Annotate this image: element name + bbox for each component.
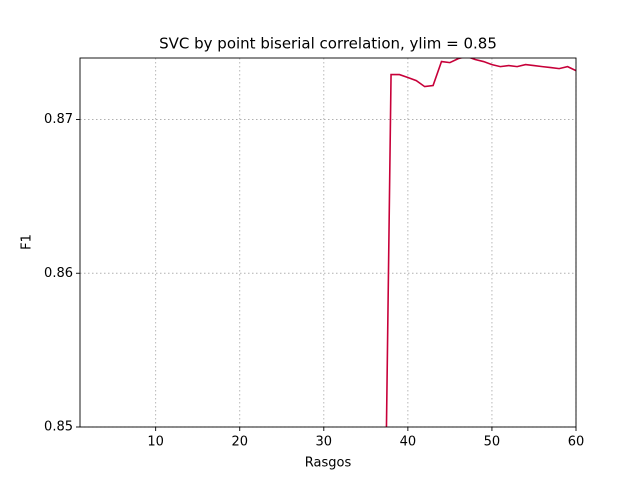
x-tick-label: 10 xyxy=(147,435,164,450)
x-tick-label: 60 xyxy=(568,435,585,450)
x-tick-label: 40 xyxy=(400,435,417,450)
y-tick-label: 0.85 xyxy=(44,420,73,435)
axes-frame xyxy=(79,57,577,428)
x-tick-label: 30 xyxy=(316,435,333,450)
plot-area xyxy=(385,58,576,427)
line-series xyxy=(385,58,576,427)
y-axis-label: F1 xyxy=(20,234,35,250)
x-axis-label: Rasgos xyxy=(305,456,352,471)
grid xyxy=(80,58,577,428)
x-tick-label: 20 xyxy=(231,435,248,450)
chart-title: SVC by point biserial correlation, ylim … xyxy=(159,35,497,53)
y-tick-label: 0.87 xyxy=(44,112,73,127)
y-tick-label: 0.86 xyxy=(44,266,73,281)
x-tick-label: 50 xyxy=(484,435,501,450)
